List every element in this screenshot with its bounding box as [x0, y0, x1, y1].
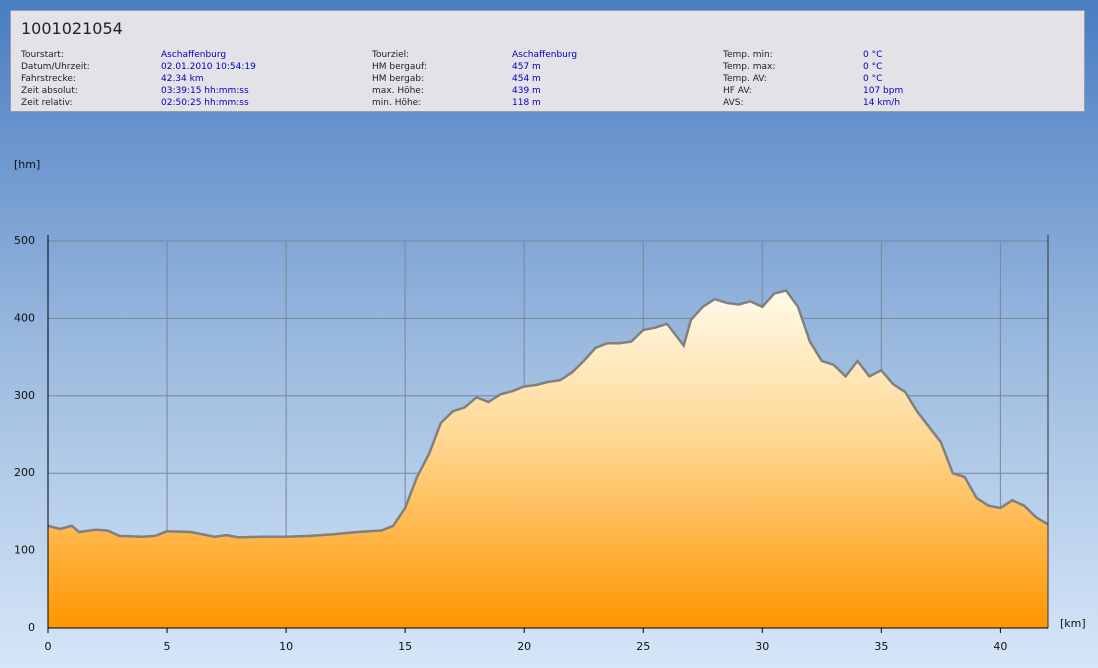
field-value: 457 m [512, 62, 541, 72]
field-value: 0 °C [863, 50, 883, 60]
field-label: AVS: [723, 98, 744, 108]
x-tick-label: 25 [636, 640, 650, 653]
field-label: Temp. min: [723, 50, 773, 60]
y-tick-label: 500 [14, 234, 35, 247]
field-value: 02.01.2010 10:54:19 [161, 62, 256, 72]
y-tick-label: 300 [14, 389, 35, 402]
x-tick-label: 40 [993, 640, 1007, 653]
x-tick-label: 15 [398, 640, 412, 653]
x-tick-label: 10 [279, 640, 293, 653]
field-value: 118 m [512, 98, 541, 108]
x-tick-label: 35 [874, 640, 888, 653]
field-label: Temp. max: [723, 62, 776, 72]
field-label: Datum/Uhrzeit: [21, 62, 90, 72]
field-label: Zeit absolut: [21, 86, 78, 96]
x-tick-label: 0 [45, 640, 52, 653]
field-value: 0 °C [863, 74, 883, 84]
y-axis-label: [hm] [14, 158, 40, 171]
field-label: HM bergab: [372, 74, 425, 84]
area [48, 290, 1048, 628]
y-tick-label: 200 [14, 466, 35, 479]
field-label: Fahrstrecke: [21, 74, 76, 84]
x-tick-label: 5 [164, 640, 171, 653]
field-label: min. Höhe: [372, 98, 422, 108]
field-value: 0 °C [863, 62, 883, 72]
field-value: 02:50:25 hh:mm:ss [161, 98, 249, 108]
line [47, 289, 1049, 539]
track-title: 1001021054 [21, 19, 123, 38]
field-value: 42.34 km [161, 74, 204, 84]
x-tick-label: 30 [755, 640, 769, 653]
x-tick-label: 20 [517, 640, 531, 653]
field-value: 454 m [512, 74, 541, 84]
y-tick-label: 0 [28, 621, 35, 634]
y-tick-label: 400 [14, 311, 35, 324]
field-value: 03:39:15 hh:mm:ss [161, 86, 249, 96]
info-panel: 1001021054 Tourstart: Aschaffenburg Datum/… [10, 10, 1085, 112]
field-value: Aschaffenburg [512, 50, 578, 60]
field-label: Temp. AV: [723, 74, 767, 84]
field-label: HF AV: [723, 86, 752, 96]
field-label: Zeit relativ: [21, 98, 73, 108]
x-axis-label: [km] [1060, 617, 1086, 630]
field-label: HM bergauf: [372, 62, 427, 72]
field-value: 107 bpm [863, 86, 904, 96]
y-tick-label: 100 [14, 544, 35, 557]
field-label: Tourziel: [372, 50, 410, 60]
field-value: 439 m [512, 86, 541, 96]
field-label: Tourstart: [21, 50, 64, 60]
field-label: max. Höhe: [372, 86, 424, 96]
field-value: 14 km/h [863, 98, 901, 108]
field-value: Aschaffenburg [161, 50, 227, 60]
